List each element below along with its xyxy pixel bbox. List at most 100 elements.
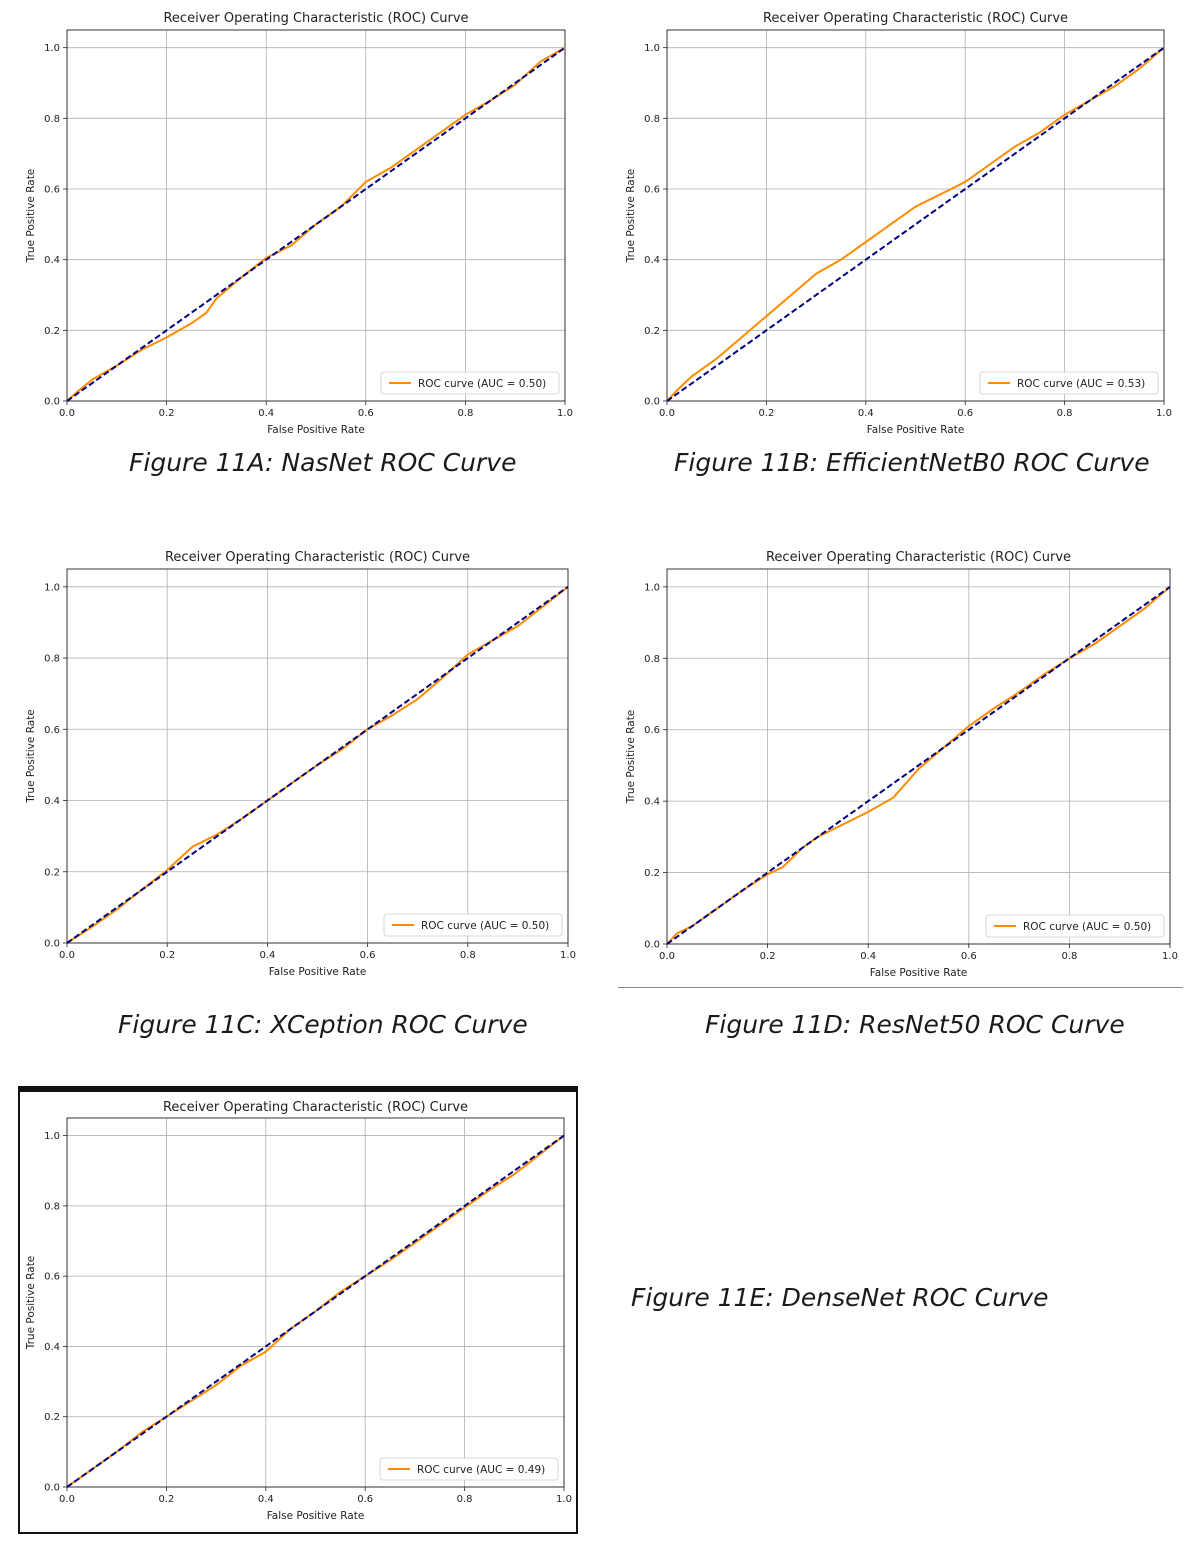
chart-b-x-tick-label: 0.6 <box>957 408 973 419</box>
chart-c-legend-box <box>383 913 563 937</box>
chart-b-x-axis-label: False Positive Rate <box>867 424 965 436</box>
chart-d-x-axis-label: False Positive Rate <box>870 967 968 979</box>
chart-a-title: Receiver Operating Characteristic (ROC) … <box>163 11 468 26</box>
chart-c-x-axis-label: False Positive Rate <box>269 966 367 978</box>
chart-e-diagonal-reference-line <box>66 1134 565 1488</box>
chart-a-y-tick-label: 0.4 <box>44 255 60 266</box>
chart-c-y-tick-label: 0.6 <box>44 725 60 736</box>
chart-b-y-tick-label: 0.4 <box>644 255 660 266</box>
roc-chart-e: Receiver Operating Characteristic (ROC) … <box>0 1090 590 1530</box>
chart-c-diagonal-reference-line <box>66 585 569 944</box>
roc-chart-d-svg: Receiver Operating Characteristic (ROC) … <box>625 550 1178 979</box>
chart-a-plot-frame <box>66 29 566 402</box>
roc-chart-b: Receiver Operating Characteristic (ROC) … <box>600 0 1189 445</box>
chart-b-x-tick-label: 1.0 <box>1156 408 1172 419</box>
chart-c-plot-frame <box>66 568 569 944</box>
chart-e-x-tick-label: 0.4 <box>258 1494 274 1505</box>
chart-a-y-tick-label: 0.2 <box>44 326 60 337</box>
chart-d-y-tick-label: 0.6 <box>644 725 660 736</box>
chart-a-x-tick-label: 1.0 <box>557 408 573 419</box>
chart-a-x-tick-label: 0.8 <box>457 408 473 419</box>
chart-a-y-tick-label: 0.6 <box>44 185 60 196</box>
chart-c-legend-label: ROC curve (AUC = 0.50) <box>421 920 549 932</box>
chart-d-legend-label: ROC curve (AUC = 0.50) <box>1023 921 1151 933</box>
chart-c-y-tick-label: 0.2 <box>44 867 60 878</box>
roc-chart-c: Receiver Operating Characteristic (ROC) … <box>0 540 590 985</box>
chart-d-plot-frame <box>666 568 1171 945</box>
chart-b-y-tick-label: 0.6 <box>644 185 660 196</box>
chart-c-x-tick-label: 0.4 <box>259 950 275 961</box>
chart-e-y-tick-label: 0.8 <box>44 1201 60 1212</box>
roc-chart-e-svg: Receiver Operating Characteristic (ROC) … <box>25 1100 572 1522</box>
chart-d-x-tick-label: 0.0 <box>659 951 675 962</box>
chart-e-x-tick-label: 1.0 <box>556 1494 572 1505</box>
chart-b-y-tick-label: 0.2 <box>644 326 660 337</box>
chart-a-legend-box <box>380 371 560 395</box>
chart-d-y-tick-label: 0.8 <box>644 654 660 665</box>
figure-e-frame <box>18 1086 578 1534</box>
chart-a-roc-curve-line <box>66 46 566 402</box>
caption-figure-11b: Figure 11B: EfficientNetB0 ROC Curve <box>674 448 1150 477</box>
chart-e-x-tick-label: 0.2 <box>158 1494 174 1505</box>
roc-chart-d: Receiver Operating Characteristic (ROC) … <box>600 540 1189 985</box>
roc-chart-a-svg: Receiver Operating Characteristic (ROC) … <box>25 11 573 436</box>
chart-b-x-tick-label: 0.8 <box>1057 408 1073 419</box>
caption-figure-11d: Figure 11D: ResNet50 ROC Curve <box>705 1010 1125 1039</box>
chart-a-x-tick-label: 0.4 <box>258 408 274 419</box>
chart-c-x-tick-label: 0.6 <box>360 950 376 961</box>
chart-d-x-tick-label: 0.8 <box>1061 951 1077 962</box>
chart-a-x-tick-label: 0.6 <box>358 408 374 419</box>
chart-e-y-tick-label: 0.4 <box>44 1342 60 1353</box>
chart-e-x-axis-label: False Positive Rate <box>267 1510 365 1522</box>
chart-a-y-axis-label: True Positive Rate <box>25 169 37 264</box>
roc-chart-c-svg: Receiver Operating Characteristic (ROC) … <box>25 550 576 978</box>
chart-d-x-tick-label: 0.2 <box>760 951 776 962</box>
chart-a-x-tick-label: 0.0 <box>59 408 75 419</box>
chart-a-legend-label: ROC curve (AUC = 0.50) <box>418 378 546 390</box>
chart-b-y-tick-label: 1.0 <box>644 43 660 54</box>
chart-a-diagonal-reference-line <box>66 46 566 402</box>
chart-d-y-axis-label: True Positive Rate <box>625 710 637 805</box>
chart-e-y-tick-label: 0.6 <box>44 1272 60 1283</box>
chart-b-x-tick-label: 0.4 <box>858 408 874 419</box>
roc-chart-b-svg: Receiver Operating Characteristic (ROC) … <box>625 11 1172 436</box>
chart-d-x-tick-label: 1.0 <box>1162 951 1178 962</box>
chart-d-diagonal-reference-line <box>666 586 1171 945</box>
chart-a-y-tick-label: 1.0 <box>44 43 60 54</box>
chart-d-x-tick-label: 0.6 <box>961 951 977 962</box>
chart-b-legend-label: ROC curve (AUC = 0.53) <box>1017 378 1145 390</box>
chart-b-x-tick-label: 0.2 <box>758 408 774 419</box>
chart-a-x-axis-label: False Positive Rate <box>267 424 365 436</box>
chart-e-y-tick-label: 0.2 <box>44 1412 60 1423</box>
chart-d-y-tick-label: 0.0 <box>644 940 660 951</box>
chart-c-y-tick-label: 1.0 <box>44 582 60 593</box>
chart-b-y-tick-label: 0.8 <box>644 114 660 125</box>
chart-e-title: Receiver Operating Characteristic (ROC) … <box>163 1100 468 1115</box>
chart-c-y-tick-label: 0.4 <box>44 796 60 807</box>
chart-a-y-tick-label: 0.8 <box>44 114 60 125</box>
chart-b-legend-box <box>979 371 1159 395</box>
chart-d-legend-box <box>985 914 1165 938</box>
chart-d-y-tick-label: 1.0 <box>644 582 660 593</box>
chart-c-x-tick-label: 0.2 <box>159 950 175 961</box>
chart-c-x-tick-label: 0.0 <box>59 950 75 961</box>
chart-a-y-tick-label: 0.0 <box>44 397 60 408</box>
chart-e-y-tick-label: 0.0 <box>44 1483 60 1494</box>
chart-b-title: Receiver Operating Characteristic (ROC) … <box>763 11 1068 26</box>
chart-e-x-tick-label: 0.6 <box>357 1494 373 1505</box>
chart-b-x-tick-label: 0.0 <box>659 408 675 419</box>
divider-line <box>618 987 1183 988</box>
chart-e-plot-frame <box>66 1117 565 1488</box>
chart-c-y-tick-label: 0.0 <box>44 939 60 950</box>
chart-c-title: Receiver Operating Characteristic (ROC) … <box>165 550 470 565</box>
chart-e-legend-label: ROC curve (AUC = 0.49) <box>417 1464 545 1476</box>
chart-b-plot-frame <box>666 29 1165 402</box>
chart-e-x-tick-label: 0.8 <box>457 1494 473 1505</box>
chart-c-x-tick-label: 1.0 <box>560 950 576 961</box>
chart-b-roc-curve-line <box>666 46 1165 402</box>
chart-d-x-tick-label: 0.4 <box>860 951 876 962</box>
caption-figure-11e: Figure 11E: DenseNet ROC Curve <box>631 1283 1049 1312</box>
chart-e-y-tick-label: 1.0 <box>44 1131 60 1142</box>
caption-figure-11a: Figure 11A: NasNet ROC Curve <box>129 448 517 477</box>
chart-d-y-tick-label: 0.4 <box>644 797 660 808</box>
